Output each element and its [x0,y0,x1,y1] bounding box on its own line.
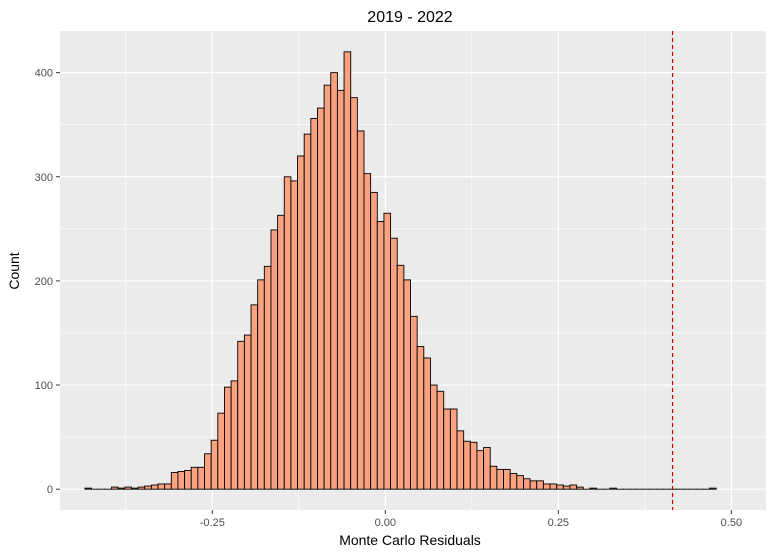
histogram-bar [197,466,205,490]
histogram-bars [84,51,717,490]
y-tick-label: 400 [35,68,53,80]
histogram-bar [117,487,126,490]
histogram-bar [363,173,372,490]
histogram-bar [396,264,405,490]
histogram-bar [124,486,132,490]
histogram-bar [436,390,445,490]
x-axis-title: Monte Carlo Residuals [339,532,481,548]
x-tick-label: 0.00 [375,517,396,529]
histogram-bar [237,340,245,490]
histogram-bar [443,408,451,490]
histogram-bar [150,484,159,490]
histogram-bar [429,384,438,490]
histogram-bar [277,214,285,490]
histogram-bar [416,346,425,490]
histogram-bar [370,191,378,490]
histogram-bar [144,485,152,490]
histogram-bar [456,430,465,490]
histogram-bar [523,478,531,490]
histogram-bar [190,466,199,490]
histogram-bar [576,486,584,490]
histogram-bar [130,487,139,490]
histogram-bar [336,89,345,490]
histogram-bar [323,84,332,490]
histogram-bar [516,475,524,490]
histogram-bar [609,487,617,490]
histogram-bar [449,408,458,490]
histogram-bar [297,155,305,490]
histogram-bar [217,412,225,490]
histogram-bar [469,441,478,490]
y-tick-label: 0 [47,484,53,496]
histogram-bar [283,176,292,490]
histogram-bar [536,480,544,490]
histogram-bar [257,279,265,490]
histogram-bar [164,483,172,490]
histogram-bar [290,180,298,490]
histogram-bar [137,486,146,490]
histogram-bar [410,315,418,490]
histogram-bar [184,469,192,490]
y-tick-label: 300 [35,172,53,184]
histogram-bar [423,357,431,490]
histogram-bar [263,265,272,490]
y-axis-title: Count [6,252,22,289]
histogram-bar [350,97,358,490]
histogram-bar [509,473,518,490]
histogram-bar [529,480,538,490]
x-tick-label: 0.50 [721,517,742,529]
x-tick-label: 0.25 [548,517,569,529]
histogram-bar [562,485,571,490]
x-tick-label: -0.25 [200,517,225,529]
histogram-bar [376,221,385,490]
histogram-bar [556,484,564,490]
histogram-bar [317,107,325,490]
histogram-bar [503,468,511,490]
histogram-bar [476,450,485,490]
histogram-bar [303,133,312,490]
histogram-bar [343,51,352,490]
histogram-bar [270,229,279,490]
histogram-bar [250,304,259,490]
histogram-bar [496,468,504,490]
histogram-bar [330,72,338,490]
histogram-bar [210,439,219,490]
histogram-bar [542,483,551,490]
histogram-bar [230,380,239,490]
chart-title: 2019 - 2022 [367,9,453,26]
histogram-bar [243,334,252,490]
histogram-bar [177,471,186,490]
histogram-bar [356,130,365,490]
histogram-bar [310,118,318,490]
histogram-bar [483,447,491,490]
histogram-bar [709,487,717,490]
y-tick-label: 100 [35,380,53,392]
y-axis-ticks: 0 100 200 300 400 [35,68,60,496]
histogram-bar [170,472,179,490]
histogram-bar [204,453,212,490]
histogram-bar [489,465,498,490]
histogram-bar [403,279,411,490]
histogram-bar [463,440,471,490]
histogram-bar [157,483,166,490]
x-axis-ticks: -0.25 0.00 0.25 0.50 [200,510,742,529]
y-tick-label: 200 [35,276,53,288]
histogram-bar [569,484,578,490]
histogram-bar [549,483,558,490]
histogram-bar [390,237,398,490]
histogram-bar [84,487,93,490]
histogram-bar [224,386,232,490]
histogram-bar [589,487,598,490]
histogram-bar [111,486,119,490]
histogram-bar [383,212,392,490]
